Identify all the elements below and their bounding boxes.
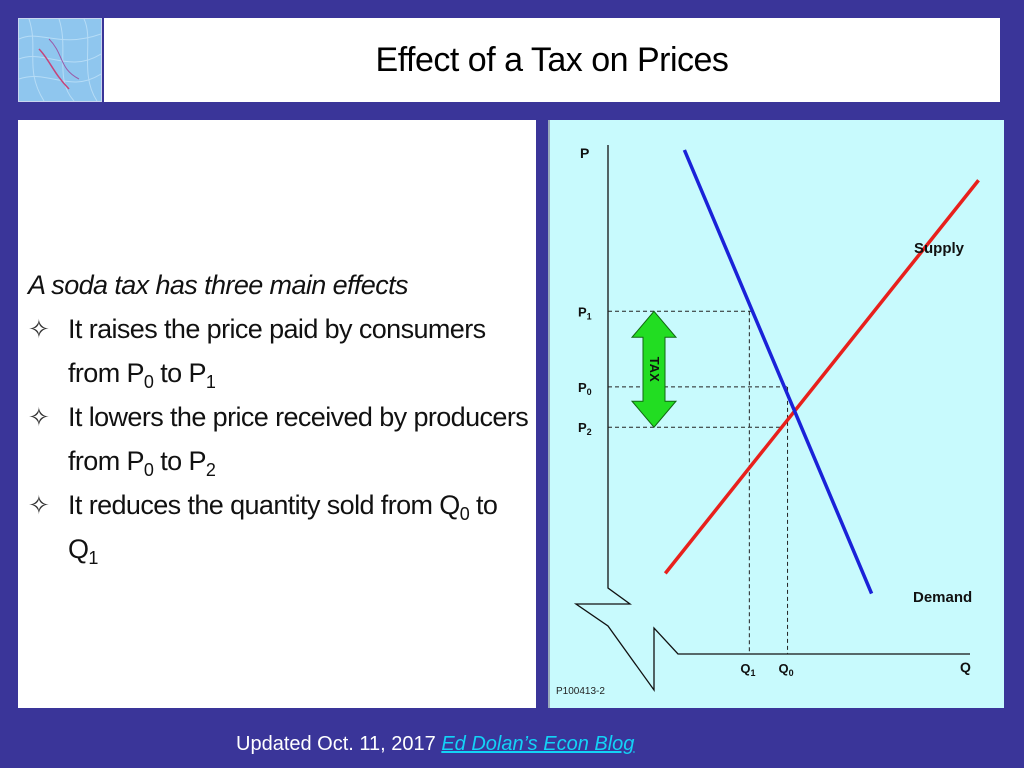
bullet-item: ✧ It lowers the price received by produc… bbox=[28, 395, 533, 483]
text-panel: A soda tax has three main effects ✧ It r… bbox=[18, 120, 536, 708]
axes bbox=[573, 145, 970, 693]
logo-graphic bbox=[19, 19, 101, 101]
quantity-tick-label: Q1 bbox=[740, 661, 755, 678]
bullet-list: ✧ It raises the price paid by consumers … bbox=[28, 307, 533, 571]
guide-lines bbox=[608, 310, 789, 654]
demand-curve bbox=[682, 149, 874, 595]
intro-text: A soda tax has three main effects bbox=[28, 270, 409, 300]
curves: Supply Demand bbox=[663, 149, 980, 606]
star-bullet-icon: ✧ bbox=[28, 402, 50, 432]
title-bar: Effect of a Tax on Prices bbox=[104, 18, 1000, 102]
star-bullet-icon: ✧ bbox=[28, 490, 50, 520]
supply-label: Supply bbox=[914, 240, 965, 257]
slide-title: Effect of a Tax on Prices bbox=[375, 40, 729, 79]
demand-label: Demand bbox=[913, 589, 972, 606]
tax-double-arrow bbox=[630, 310, 678, 428]
quantity-tick-label: Q0 bbox=[779, 661, 794, 678]
tick-labels: P1 P0 P2 Q1 Q0 bbox=[578, 304, 794, 678]
bullet-item: ✧ It reduces the quantity sold from Q0 t… bbox=[28, 483, 533, 571]
tax-label: TAX bbox=[647, 357, 662, 382]
supply-curve bbox=[663, 179, 980, 575]
x-axis-label: Q bbox=[960, 659, 971, 675]
star-bullet-icon: ✧ bbox=[28, 314, 50, 344]
price-tick-label: P2 bbox=[578, 420, 592, 437]
logo-image bbox=[18, 18, 102, 102]
chart-panel: P Q Supply Demand P1 P0 P2 Q1 Q0 TAX P100413-… bbox=[548, 120, 1004, 708]
tax-arrow: TAX bbox=[630, 310, 678, 428]
price-tick-label: P0 bbox=[578, 380, 592, 397]
footer: Updated Oct. 11, 2017 Ed Dolan’s Econ Bl… bbox=[236, 733, 634, 756]
bullet-item: ✧ It raises the price paid by consumers … bbox=[28, 307, 533, 395]
price-tick-label: P1 bbox=[578, 304, 592, 321]
y-axis-label: P bbox=[580, 145, 589, 161]
supply-demand-chart: P Q Supply Demand P1 P0 P2 Q1 Q0 TAX P100413-… bbox=[556, 145, 980, 697]
figure-code: P100413-2 bbox=[556, 686, 605, 697]
text-block: A soda tax has three main effects ✧ It r… bbox=[28, 263, 533, 571]
footer-text: Updated Oct. 11, 2017 bbox=[236, 733, 442, 755]
blog-link[interactable]: Ed Dolan’s Econ Blog bbox=[441, 733, 635, 755]
